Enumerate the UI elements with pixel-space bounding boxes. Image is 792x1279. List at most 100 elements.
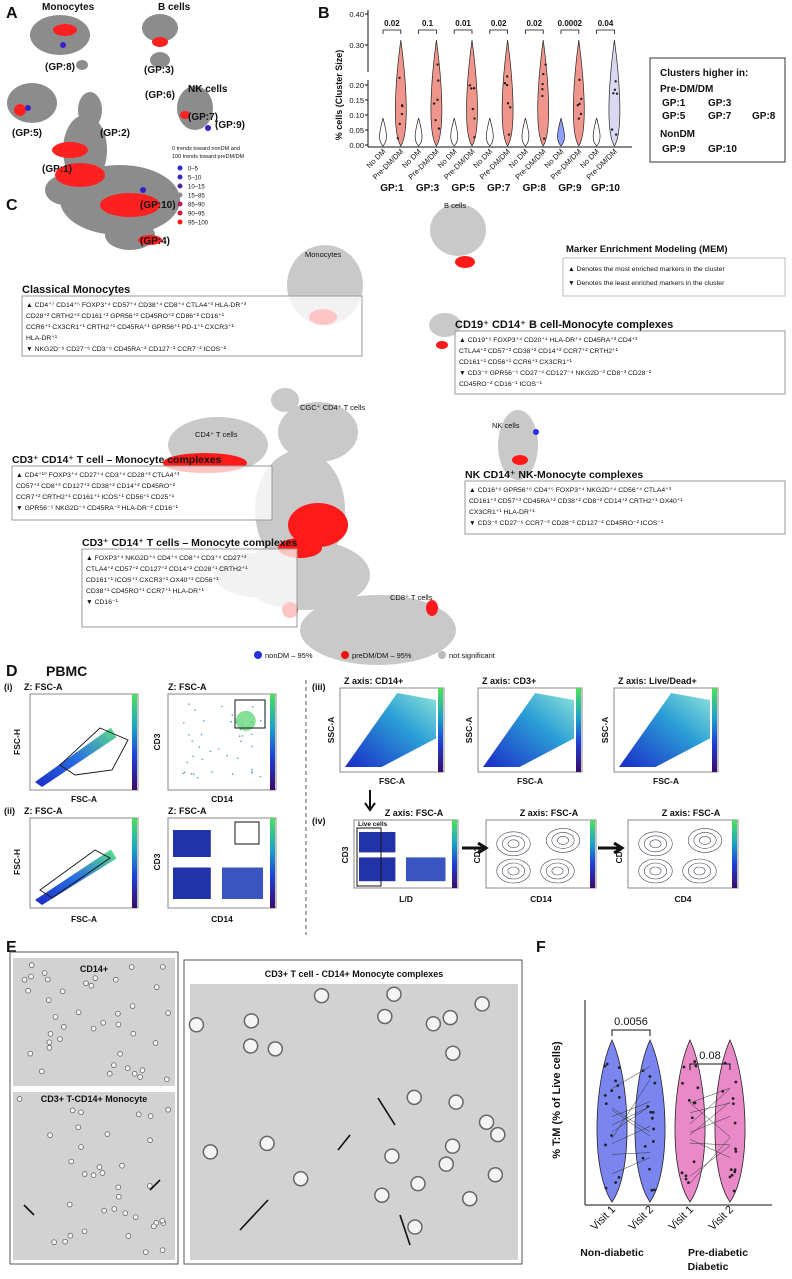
data-point (473, 136, 476, 139)
mem-title: Marker Enrichment Modeling (MEM) (566, 244, 728, 255)
data-point (396, 137, 400, 140)
arrow (377, 1097, 396, 1126)
pair-line (689, 1116, 731, 1133)
color-bar (132, 818, 137, 908)
data-point (651, 1140, 655, 1143)
umap-patch (152, 37, 168, 47)
cell (142, 1249, 149, 1255)
cell (147, 1113, 154, 1119)
cell (69, 1107, 76, 1114)
cell (45, 997, 52, 1003)
scatter-dot (238, 735, 241, 737)
scatter-dot (259, 719, 262, 722)
pair-line (689, 1145, 731, 1177)
axis-title: CD3 (152, 853, 162, 870)
panel-label: F (536, 939, 546, 956)
cell (202, 1144, 219, 1160)
scatter-density (619, 693, 710, 767)
contour (545, 828, 581, 853)
cell (115, 1184, 122, 1191)
data-point (509, 106, 512, 109)
gp-label: (GP:2) (100, 128, 130, 139)
legend-item: 95–100 (188, 221, 209, 227)
color-bar (438, 688, 443, 772)
scatter-dot (188, 703, 190, 705)
p-value: 0.1 (422, 19, 434, 28)
marker-line: ▼ GPR56⁻⁵ NKG2D⁻⁴ CD45RA⁻² HLA-DR⁻² CD16… (16, 505, 179, 512)
bracket (525, 29, 544, 34)
scatter-dot (188, 734, 190, 736)
x-tick-label: Visit 2 (707, 1204, 737, 1234)
cell (159, 1217, 166, 1224)
cell (21, 976, 28, 983)
data-point (734, 1147, 737, 1151)
cell (188, 1017, 205, 1033)
cell (115, 1021, 122, 1028)
cell (386, 986, 402, 1002)
scatter-dot (196, 776, 199, 779)
cell (448, 1094, 464, 1110)
data-point (643, 1144, 647, 1148)
pair-line (611, 1157, 651, 1175)
legend-item: GP:1 (662, 98, 686, 109)
scatter-dot (226, 754, 228, 757)
scatter-dot (251, 745, 253, 748)
data-point (614, 1181, 618, 1184)
data-point (615, 92, 619, 95)
cell (407, 1219, 423, 1235)
cell (125, 1233, 132, 1239)
violin (430, 39, 443, 147)
pair-line (611, 1066, 651, 1089)
cluster-label: CGC⁺ CD4⁺ T cells (300, 403, 365, 412)
cell (152, 1040, 159, 1046)
color-bar (452, 820, 457, 888)
data-point (648, 1075, 652, 1078)
cell (16, 1096, 23, 1102)
legend-heading: NonDM (660, 129, 695, 140)
marker-line: ▲ CD4⁺⁷ CD14⁺⁵ FOXP3⁺⁴ CD57⁺⁴ CD38⁺⁴ CD8… (26, 302, 247, 309)
mem-box (81, 548, 298, 628)
cell (117, 1051, 123, 1057)
cell (267, 1041, 284, 1057)
bracket (382, 29, 402, 34)
cell (292, 1170, 309, 1187)
cell (153, 984, 160, 990)
legend-heading: Pre-DM/DM (660, 84, 713, 95)
cell (259, 1135, 275, 1152)
cell (51, 1239, 57, 1245)
data-point (610, 128, 614, 131)
scatter-dot (192, 773, 195, 775)
umap-cluster (177, 86, 213, 130)
panel-label: E (6, 939, 17, 956)
mem-note: ▼ Denotes the least enriched markers in … (568, 280, 725, 287)
cell (101, 1207, 107, 1214)
legend-item: 15–85 (188, 194, 205, 200)
marker-line: CTLA4⁺² CD57⁺² CD127⁺² CD14⁺² CD28⁺¹ CRT… (86, 566, 248, 573)
data-point (437, 79, 440, 82)
violin (450, 117, 458, 147)
pair-line (689, 1138, 731, 1158)
violin (466, 39, 478, 147)
legend-swatch (341, 651, 349, 659)
data-point (612, 92, 615, 95)
cell (377, 1008, 393, 1025)
plot-title: Z: FSC-A (168, 682, 207, 692)
p-value: 0.02 (384, 19, 400, 28)
legend-title: 100 trends toward preDM/DM (172, 154, 245, 160)
data-point (580, 97, 583, 101)
cell (406, 1089, 423, 1106)
axis-title: SSC-A (600, 717, 610, 743)
data-point (641, 1156, 645, 1160)
gate (39, 849, 111, 899)
scatter-dot (240, 740, 242, 742)
legend-item: 0–5 (188, 167, 199, 173)
panel-label: A (6, 5, 18, 22)
plot-title: Z axis: FSC-A (662, 808, 721, 818)
data-point (579, 112, 583, 116)
data-point (652, 1188, 656, 1192)
image-frame (9, 951, 179, 1265)
contour (557, 836, 569, 845)
plot-title: Z axis: Live/Dead+ (618, 676, 697, 686)
data-point (541, 88, 544, 91)
cluster-label: CD4⁺ T cells (195, 430, 238, 439)
